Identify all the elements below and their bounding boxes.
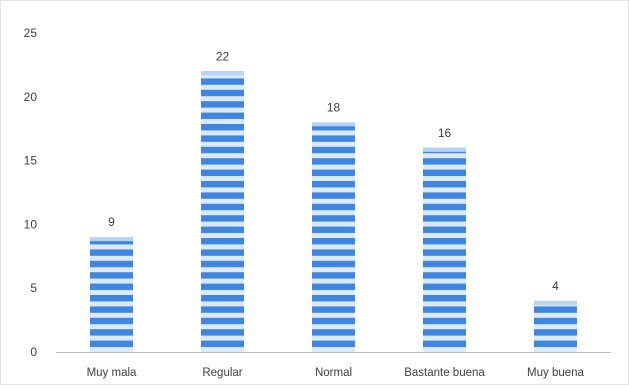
bar <box>534 300 577 352</box>
category-label: Bastante buena <box>404 367 485 379</box>
data-label: 18 <box>327 100 341 114</box>
category-label: Normal <box>315 367 352 379</box>
bar-cap <box>90 237 133 242</box>
bar <box>90 237 133 352</box>
bar <box>312 122 355 352</box>
y-tick-label: 15 <box>24 154 38 168</box>
data-label: 9 <box>108 215 115 229</box>
bar-cap <box>423 147 466 152</box>
data-label: 4 <box>552 279 559 293</box>
y-tick-label: 20 <box>24 90 38 104</box>
y-tick-label: 10 <box>24 217 38 231</box>
data-labels: 9 22 18 16 4 <box>108 49 559 293</box>
data-label: 16 <box>438 126 452 140</box>
bar-cap <box>534 300 577 305</box>
bar-fill <box>201 71 244 352</box>
category-label: Muy mala <box>87 367 137 379</box>
bar-fill <box>312 122 355 352</box>
category-label: Muy buena <box>527 367 585 379</box>
data-label: 22 <box>216 49 230 63</box>
bar-cap <box>312 122 355 127</box>
bar-fill <box>90 237 133 352</box>
y-tick-label: 5 <box>30 281 37 295</box>
bar-fill <box>423 147 466 352</box>
category-label: Regular <box>202 367 242 379</box>
y-tick-label: 25 <box>24 26 38 40</box>
bar <box>201 71 244 352</box>
y-tick-label: 0 <box>30 345 37 359</box>
bar <box>423 147 466 352</box>
x-axis: Muy mala Regular Normal Bastante buena Muy b… <box>56 352 611 379</box>
bar-fill <box>534 300 577 352</box>
y-axis: 0 5 10 15 20 25 <box>24 26 38 359</box>
bar-cap <box>201 71 244 76</box>
bars <box>90 71 577 352</box>
